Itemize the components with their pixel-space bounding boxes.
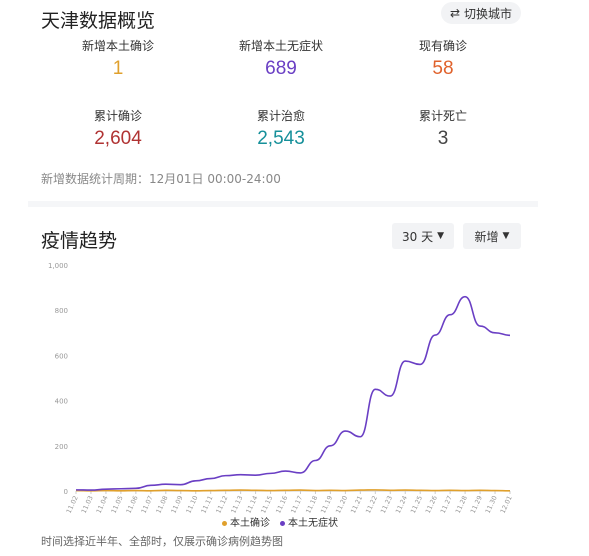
- stat-label: 现有确诊: [418, 39, 467, 53]
- x-tick-label: 11.28: [454, 494, 469, 514]
- x-tick-label: 11.13: [229, 494, 244, 514]
- stat-value: 58: [432, 58, 454, 79]
- x-tick-label: 11.05: [110, 494, 125, 514]
- y-tick-label: 600: [55, 352, 68, 360]
- stat-total-cured: 累计治愈 2,543: [206, 107, 356, 150]
- series-line-asymptomatic: [75, 295, 511, 491]
- series-line-confirmed: [75, 489, 511, 492]
- stat-total-deaths: 累计死亡 3: [368, 107, 518, 150]
- x-tick-label: 11.17: [289, 494, 304, 514]
- stat-current-confirmed: 现有确诊 58: [368, 37, 518, 80]
- x-tick-label: 11.20: [334, 494, 349, 514]
- x-tick-label: 11.11: [199, 494, 214, 514]
- x-tick-label: 11.26: [424, 494, 439, 514]
- stat-value: 1: [112, 58, 124, 79]
- y-tick-label: 200: [55, 443, 68, 451]
- stat-label: 新增本土无症状: [238, 39, 323, 53]
- trend-footnote: 时间选择近半年、全部时，仅展示确诊病例趋势图: [41, 535, 283, 548]
- x-tick-label: 11.21: [349, 494, 364, 514]
- y-tick-label: 400: [55, 398, 68, 406]
- stat-new-local-asymptomatic: 新增本土无症状 689: [206, 37, 356, 80]
- y-tick-label: 0: [64, 488, 68, 496]
- x-tick-label: 12.01: [499, 494, 514, 514]
- stat-label: 累计治愈: [256, 109, 305, 123]
- x-tick-label: 11.06: [125, 494, 140, 514]
- switch-city-label: 切换城市: [464, 6, 513, 21]
- x-tick-label: 11.09: [169, 494, 184, 514]
- x-tick-label: 11.22: [364, 494, 379, 514]
- x-tick-label: 11.25: [409, 494, 424, 514]
- x-tick-label: 11.27: [439, 494, 454, 514]
- swap-icon: ⇄: [449, 6, 461, 20]
- range-dropdown[interactable]: 30 天 ▼: [392, 223, 454, 249]
- stat-value: 689: [265, 58, 297, 79]
- legend-dot: [280, 520, 285, 526]
- stat-label: 新增本土确诊: [81, 39, 154, 53]
- x-tick-label: 11.18: [304, 494, 319, 514]
- section-divider: [28, 201, 538, 207]
- stat-label: 累计确诊: [93, 109, 142, 123]
- x-tick-label: 11.29: [469, 494, 484, 514]
- y-tick-label: 1,000: [48, 262, 68, 270]
- y-tick-label: 800: [55, 307, 68, 315]
- page-title: 天津数据概览: [41, 10, 156, 32]
- chart-legend: 本土确诊 本土无症状: [222, 514, 338, 529]
- stat-value: 2,604: [94, 128, 142, 149]
- stat-label: 累计死亡: [418, 109, 467, 123]
- mode-label: 新增: [474, 229, 499, 244]
- x-tick-label: 11.16: [274, 494, 289, 514]
- switch-city-button[interactable]: ⇄ 切换城市: [441, 2, 521, 24]
- x-tick-label: 11.07: [140, 494, 155, 514]
- x-tick-label: 11.08: [154, 494, 169, 514]
- stat-value: 3: [437, 128, 449, 149]
- legend-label: 本土确诊: [230, 518, 270, 529]
- x-tick-label: 11.19: [319, 494, 334, 514]
- caret-down-icon: ▼: [437, 231, 444, 241]
- x-tick-label: 11.10: [184, 494, 199, 514]
- stat-new-local-confirmed: 新增本土确诊 1: [43, 37, 193, 80]
- trend-title: 疫情趋势: [41, 230, 118, 252]
- x-tick-label: 11.23: [379, 494, 394, 514]
- x-tick-label: 11.12: [214, 494, 229, 514]
- x-tick-label: 11.14: [244, 494, 259, 514]
- caret-down-icon: ▼: [502, 231, 510, 241]
- x-tick-label: 11.24: [394, 494, 409, 514]
- stat-value: 2,543: [257, 128, 305, 149]
- x-tick-label: 11.02: [65, 494, 80, 514]
- stat-period: 新增数据统计周期：12月01日 00:00-24:00: [41, 172, 281, 186]
- legend-item-asymptomatic[interactable]: 本土无症状: [280, 514, 338, 529]
- legend-dot: [222, 520, 227, 526]
- x-tick-label: 11.15: [259, 494, 274, 514]
- legend-item-confirmed[interactable]: 本土确诊: [222, 514, 270, 529]
- x-tick-label: 11.30: [484, 494, 499, 514]
- x-tick-label: 11.03: [80, 494, 95, 514]
- mode-dropdown[interactable]: 新增 ▼: [463, 223, 521, 249]
- legend-label: 本土无症状: [288, 518, 338, 529]
- range-label: 30 天: [401, 229, 434, 244]
- stat-total-confirmed: 累计确诊 2,604: [43, 107, 193, 150]
- x-tick-label: 11.04: [95, 494, 110, 514]
